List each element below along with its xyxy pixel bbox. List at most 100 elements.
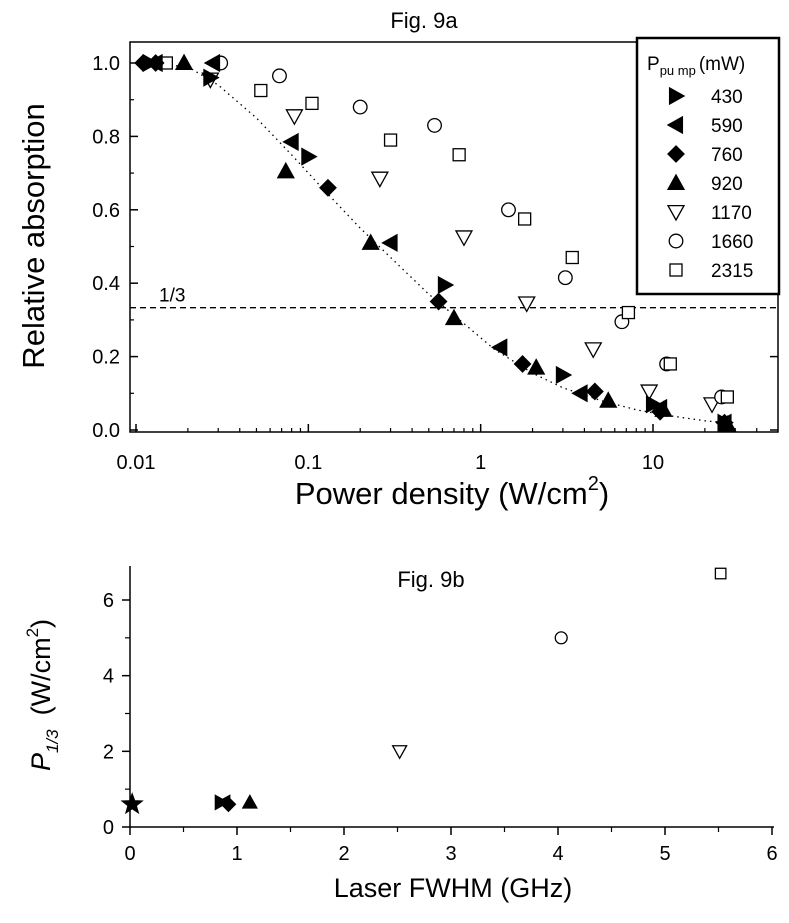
legend-marker-1660 <box>668 233 684 249</box>
point-1170-6 <box>640 384 659 401</box>
fwhm-point-7 <box>714 567 727 580</box>
legend-marker-430 <box>668 86 686 106</box>
x-tick-label: 10 <box>642 452 664 474</box>
x-axis-title-9a: Power density (W/cm2) <box>295 473 609 511</box>
point-1170-3 <box>454 230 474 247</box>
chart-title-9b: Fig. 9b <box>397 567 464 592</box>
chart-fig-9b: Fig. 9b 0 1 2 3 4 5 6 0 2 4 6 Laser FWHM (GHz) P1/… <box>23 566 778 903</box>
ticks-9b: 0 1 2 3 4 5 6 0 2 4 6 <box>103 590 778 865</box>
point-760-3 <box>429 292 448 311</box>
legend-label-1170: 1170 <box>711 203 752 224</box>
y-axis-title-unit-pre: (W/cm <box>26 637 56 715</box>
point-1170-5 <box>584 342 603 359</box>
point-430-1 <box>203 68 220 87</box>
point-920-1 <box>276 161 295 179</box>
x-tick-label-b: 0 <box>124 843 135 865</box>
fwhm-point-3 <box>220 796 237 813</box>
reference-line-label: 1/3 <box>159 286 185 307</box>
legend-9a: Ppu mp (mW) 430 590 760 920 1170 1660 2315 <box>635 36 781 296</box>
legend-label-590: 590 <box>711 116 743 137</box>
point-920-6 <box>654 400 673 417</box>
legend-box <box>635 36 781 296</box>
x-tick-label-b: 5 <box>659 843 670 865</box>
point-1660-5 <box>557 270 573 286</box>
legend-label-2315: 2315 <box>711 261 753 282</box>
x-tick-label: 0.01 <box>117 452 156 474</box>
x-axis-title-end: ) <box>599 476 609 511</box>
point-430-3 <box>437 275 455 295</box>
x-tick-label-b: 1 <box>231 843 242 865</box>
y-tick-label-b: 2 <box>103 741 114 763</box>
y-axis-title-main: P <box>26 753 56 771</box>
point-1660-2 <box>352 99 368 115</box>
point-920-0 <box>174 53 194 71</box>
point-2315-5 <box>518 212 532 226</box>
point-2315-1 <box>254 83 268 98</box>
marks-9a: 1/3 <box>130 53 778 432</box>
legend-marker-760 <box>667 145 685 163</box>
point-1660-3 <box>427 117 442 133</box>
point-2315-4 <box>452 148 466 162</box>
y-tick-label: 1.0 <box>92 53 120 75</box>
point-760-4 <box>513 355 532 373</box>
x-tick-label-b: 4 <box>552 843 563 865</box>
fwhm-point-0 <box>120 792 144 815</box>
legend-title-main: P <box>647 54 660 75</box>
x-axis-title-sup: 2 <box>588 473 599 495</box>
x-axis-title-main: Power density (W/cm <box>295 476 588 511</box>
y-tick-label: 0.8 <box>92 126 120 148</box>
legend-marker-2315 <box>669 263 683 277</box>
point-590-1 <box>203 53 221 73</box>
fwhm-point-4 <box>241 794 258 809</box>
legend-marker-590 <box>666 115 684 135</box>
point-590-4 <box>490 338 508 357</box>
point-2315-9 <box>720 390 734 404</box>
legend-title-unit: (mW) <box>699 54 745 75</box>
y-axis-title-unit-post: ) <box>26 619 56 628</box>
y-axis-title-unit-sup: 2 <box>23 628 42 637</box>
point-2315-6 <box>565 250 579 265</box>
x-tick-label-b: 2 <box>338 843 349 865</box>
legend-label-760: 760 <box>711 145 743 166</box>
point-760-5 <box>585 382 604 401</box>
point-760-1 <box>146 54 165 72</box>
marks-9b <box>120 567 727 815</box>
y-axis-title-9b: P1/3 (W/cm2) <box>23 619 62 771</box>
point-920-5 <box>599 391 618 408</box>
point-1170-4 <box>517 296 536 313</box>
point-2315-7 <box>621 305 636 320</box>
fwhm-point-6 <box>554 631 568 645</box>
legend-label-1660: 1660 <box>711 232 753 253</box>
legend-label-430: 430 <box>711 87 743 108</box>
chart-fig-9a: Fig. 9a 1/3 0.01 0.1 1 10 0.0 0.2 0.4 0.6 0.8 1.0… <box>16 8 781 511</box>
x-tick-label-b: 3 <box>445 843 456 865</box>
point-430-2 <box>301 147 318 166</box>
fwhm-point-5 <box>391 745 408 760</box>
y-tick-label: 0.6 <box>92 200 120 222</box>
point-1170-1 <box>285 109 304 126</box>
y-tick-label-b: 4 <box>103 666 114 688</box>
y-axis-title-9a: Relative absorption <box>16 103 51 368</box>
point-590-3 <box>381 233 398 252</box>
point-1660-4 <box>501 202 516 218</box>
point-760-0 <box>134 54 153 72</box>
y-tick-label: 0.4 <box>92 273 120 295</box>
x-tick-label-b: 6 <box>766 843 777 865</box>
point-1660-1 <box>272 68 287 84</box>
point-2315-8 <box>663 357 677 371</box>
legend-marker-1170 <box>666 204 686 222</box>
ticks-9a: 0.01 0.1 1 10 0.0 0.2 0.4 0.6 0.8 1.0 <box>92 53 778 474</box>
legend-title-sub: pu mp <box>660 63 696 78</box>
x-tick-label: 1 <box>475 452 486 474</box>
point-2315-3 <box>383 133 398 147</box>
point-590-2 <box>282 132 299 152</box>
point-2315-2 <box>305 96 319 111</box>
x-tick-label: 0.1 <box>294 452 322 474</box>
y-axis-title-sub: 1/3 <box>43 729 62 753</box>
point-1170-2 <box>370 171 389 188</box>
legend-title: Ppu mp (mW) <box>647 54 745 78</box>
point-920-2 <box>361 233 380 250</box>
legend-label-920: 920 <box>711 174 743 195</box>
point-920-3 <box>444 308 464 326</box>
